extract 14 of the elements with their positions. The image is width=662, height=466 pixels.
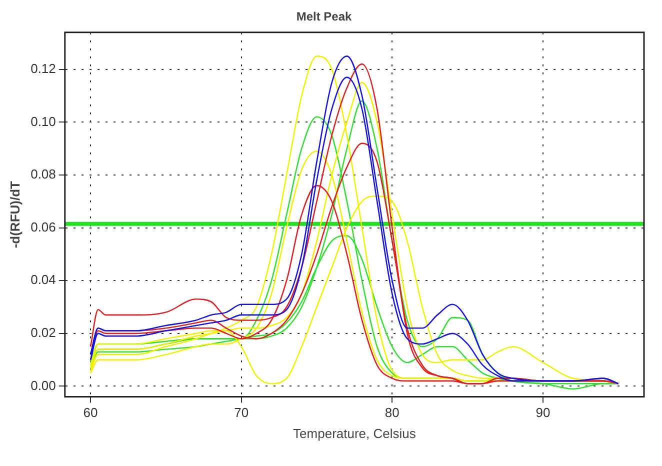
y-tick-label: 0.02 <box>30 325 56 340</box>
x-tick-label: 90 <box>536 405 550 420</box>
x-tick-label: 60 <box>83 405 98 420</box>
x-axis-title: Temperature, Celsius <box>293 426 416 441</box>
y-tick-label: 0.12 <box>30 60 56 76</box>
y-tick-label: 0.10 <box>30 114 56 129</box>
x-tick-label: 80 <box>384 405 400 420</box>
y-tick-label: 0.04 <box>30 272 56 288</box>
y-tick-label: 0.06 <box>30 219 56 234</box>
chart-title: Melt Peak <box>296 10 352 24</box>
x-tick-label: 70 <box>234 405 249 420</box>
y-tick-label: 0.08 <box>30 166 56 182</box>
y-axis-title: -d(RFU)/dT <box>7 180 22 248</box>
y-tick-label: 0.00 <box>30 378 56 393</box>
